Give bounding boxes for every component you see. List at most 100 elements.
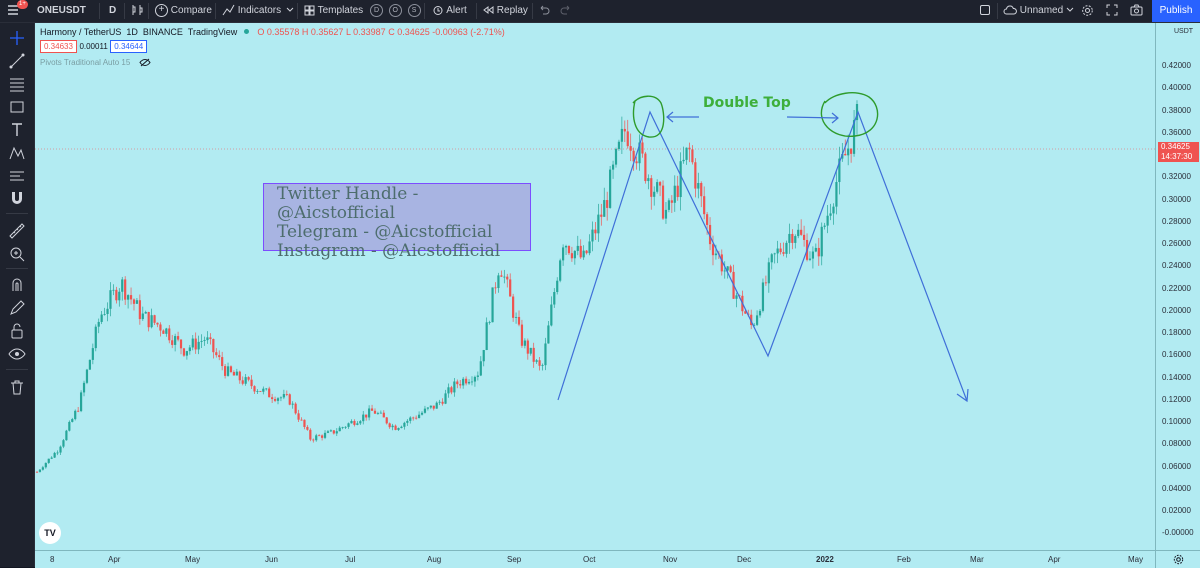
circle-o[interactable]: O <box>388 3 402 17</box>
eye-hidden-icon[interactable] <box>138 58 151 67</box>
zoom-in-icon[interactable] <box>8 245 26 263</box>
twitter-handle: Twitter Handle - @Aicstofficial <box>277 184 419 223</box>
candle-body <box>753 324 756 326</box>
candle-body <box>561 247 565 261</box>
ruler-icon[interactable] <box>8 222 26 240</box>
left-peak-circle[interactable] <box>632 95 665 138</box>
price-tick: 0.12000 <box>1162 394 1191 404</box>
candle-body <box>262 388 265 392</box>
circle-s[interactable]: S <box>407 3 421 17</box>
candle-body <box>488 322 491 324</box>
candle-body <box>215 352 218 356</box>
candle-body <box>412 417 415 419</box>
alert-button[interactable]: Alert <box>432 0 467 22</box>
time-tick: May <box>1128 555 1144 564</box>
candle-body <box>118 291 121 301</box>
candle-body <box>620 128 623 142</box>
candle-body <box>794 236 797 243</box>
alarm-clock-icon <box>433 6 443 16</box>
text-tool-icon[interactable] <box>8 121 26 139</box>
candle-body <box>641 142 644 154</box>
candle-body <box>797 229 800 237</box>
candle-body <box>744 311 747 314</box>
candle-body <box>535 360 538 362</box>
camera-icon[interactable] <box>1130 0 1143 22</box>
buy-price-box[interactable]: 0.34644 <box>110 40 148 53</box>
candle-body <box>379 412 382 414</box>
prediction-tool-icon[interactable] <box>8 167 26 185</box>
candle-body <box>438 401 441 403</box>
pencil-lock-icon[interactable] <box>8 299 26 317</box>
menu-icon[interactable] <box>6 0 20 22</box>
candle-body <box>109 290 112 309</box>
candle-body <box>559 260 562 281</box>
candle-body <box>688 147 691 150</box>
symbol-search[interactable]: ONEUSDT <box>37 5 86 16</box>
compare-button[interactable]: + Compare <box>155 0 212 22</box>
trend-line-icon[interactable] <box>8 52 26 70</box>
candle-body <box>485 322 488 351</box>
crosshair-icon[interactable] <box>8 29 26 47</box>
lock-icon[interactable] <box>8 322 26 340</box>
eye-icon[interactable] <box>8 345 26 363</box>
axis-corner <box>1155 550 1200 568</box>
tradingview-logo[interactable]: TV <box>39 522 61 544</box>
candle-body <box>127 295 130 300</box>
templates-button[interactable]: Templates <box>304 0 363 22</box>
candle-body <box>71 419 74 422</box>
price-tick: 0.16000 <box>1162 350 1191 360</box>
trash-icon[interactable] <box>8 378 26 396</box>
candle-body <box>138 300 141 320</box>
fib-retracement-icon[interactable] <box>8 75 26 93</box>
fullscreen-icon[interactable] <box>1106 0 1118 22</box>
market-open-dot <box>243 29 249 34</box>
double-top-label[interactable]: Double Top <box>703 95 791 111</box>
price-tick: 0.24000 <box>1162 261 1191 271</box>
candle-body <box>506 276 509 280</box>
interval-button[interactable]: D <box>109 5 117 16</box>
legend-title[interactable]: Harmony / TetherUS <box>40 27 122 37</box>
candle-body <box>385 417 388 424</box>
undo-icon[interactable] <box>538 0 550 22</box>
notification-badge: 1+ <box>17 0 28 9</box>
chart-area[interactable]: Harmony / TetherUS 1D BINANCE TradingVie… <box>35 23 1155 550</box>
candle-body <box>514 316 518 318</box>
price-axis[interactable]: USDT 0.42000 0.40000 0.38000 0.36000 0.32000… <box>1155 23 1200 550</box>
candle-body <box>526 340 529 354</box>
candle-body <box>491 287 494 323</box>
rectangle-icon[interactable] <box>8 98 26 116</box>
layout-square-icon[interactable] <box>979 0 991 22</box>
projection-arrowhead <box>956 388 969 403</box>
time-tick: Nov <box>663 555 678 564</box>
price-chart[interactable] <box>35 23 1155 550</box>
indicators-button[interactable]: Indicators <box>222 0 281 22</box>
indicator-name[interactable]: Pivots Traditional Auto 15 <box>40 58 131 67</box>
right-peak-circle[interactable] <box>820 92 879 137</box>
top-toolbar: 1+ ONEUSDT D + Compare Indicators Templa… <box>0 0 1200 23</box>
time-tick: Apr <box>1048 555 1061 564</box>
time-axis[interactable]: 8 Apr May Jun Jul Aug Sep Oct Nov Dec 2022 Feb Mar Ap… <box>35 550 1155 568</box>
candle-body <box>197 341 200 350</box>
gear-icon[interactable] <box>1081 0 1094 22</box>
social-handles-box[interactable]: Twitter Handle - @Aicstofficial Telegram… <box>263 183 531 261</box>
cloud-layout-button[interactable]: Unnamed <box>1003 0 1074 22</box>
redo-icon[interactable] <box>560 0 572 22</box>
double-top-drawing[interactable] <box>557 110 968 402</box>
circle-d[interactable]: D <box>370 3 383 17</box>
replay-button[interactable]: Replay <box>482 0 528 22</box>
chart-type-icon[interactable] <box>130 0 144 22</box>
candle-body <box>221 357 224 367</box>
magnet-mode-icon[interactable] <box>8 276 26 294</box>
publish-button[interactable]: Publish <box>1152 0 1200 22</box>
pattern-tool-icon[interactable] <box>8 144 26 162</box>
chevron-down-icon[interactable] <box>286 0 294 22</box>
magnet-icon[interactable] <box>8 189 26 207</box>
sell-price-box[interactable]: 0.34633 <box>40 40 77 53</box>
currency-label: USDT <box>1174 28 1194 35</box>
legend-open: O 0.35578 <box>257 27 300 37</box>
candle-body <box>279 397 283 399</box>
layout-name: Unnamed <box>1019 5 1064 16</box>
candle-body <box>791 233 794 243</box>
candle-body <box>203 340 206 341</box>
gear-icon[interactable] <box>1173 554 1184 565</box>
